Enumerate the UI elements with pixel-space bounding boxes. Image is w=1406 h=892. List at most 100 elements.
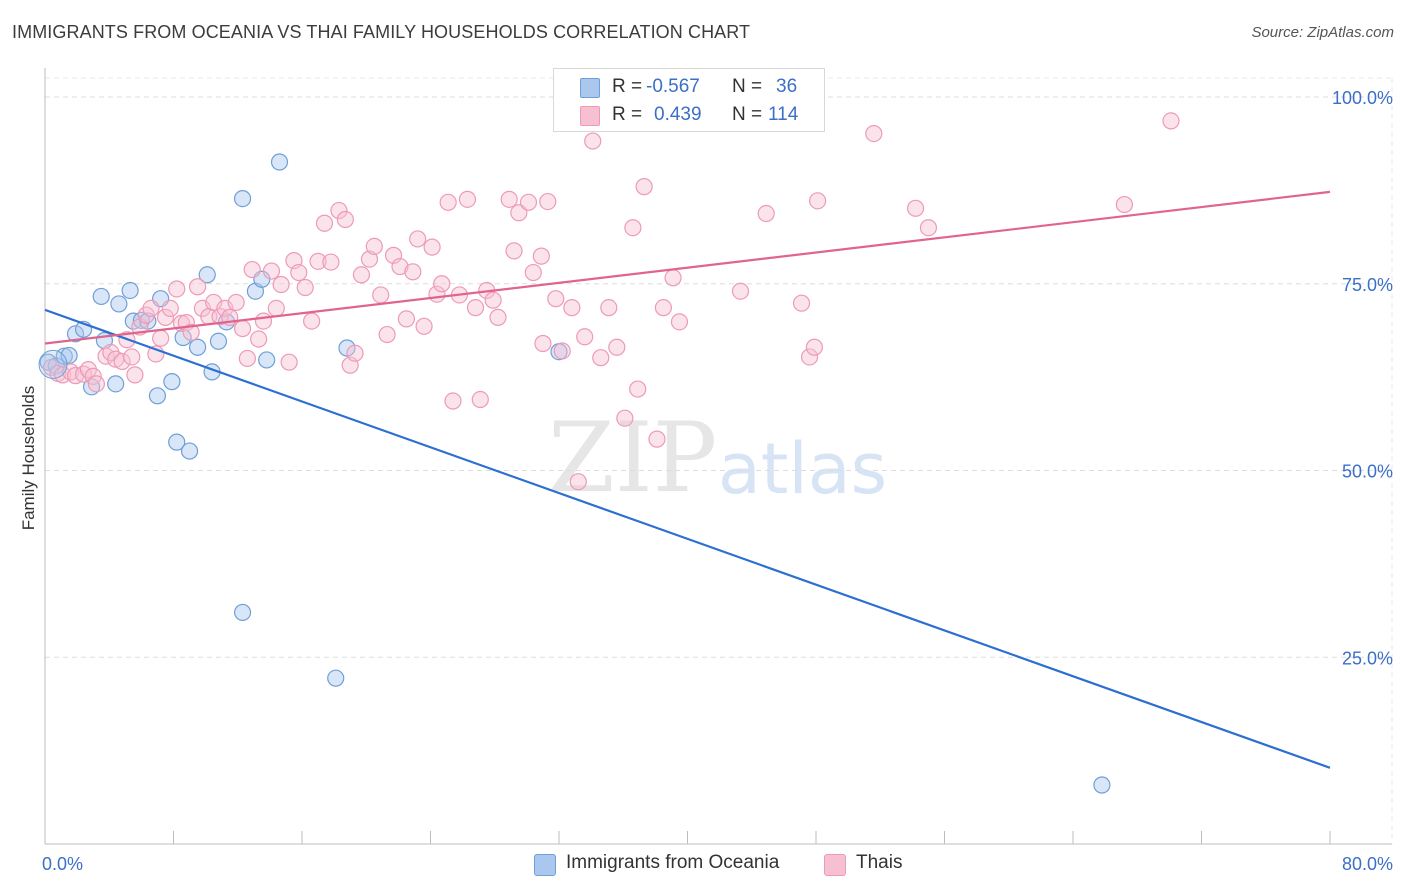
correlation-legend: R = -0.567 N = 36 R = 0.439 N = 114 — [553, 68, 825, 132]
bottom-legend-oceania[interactable]: Immigrants from Oceania — [534, 852, 804, 876]
legend-row-oceania: R = -0.567 N = 36 — [554, 73, 824, 101]
thais-point — [280, 353, 298, 371]
oceania-swatch-icon — [580, 78, 600, 98]
thais-point — [792, 294, 811, 312]
thais-point — [391, 257, 409, 276]
x-tick-label: 0.0% — [42, 854, 83, 874]
thais-point — [519, 193, 538, 211]
thais-point — [569, 473, 587, 491]
oceania-legend-label: Immigrants from Oceania — [566, 852, 780, 873]
thais-point — [397, 310, 416, 328]
thais-point — [372, 286, 390, 304]
thais-point — [731, 282, 750, 300]
thais-point — [142, 299, 160, 318]
thais-point — [809, 192, 827, 210]
thais-point — [378, 325, 396, 344]
oceania-point — [110, 295, 128, 313]
thais-point — [352, 266, 371, 284]
legend-n-value: 36 — [776, 76, 798, 97]
thais-point — [267, 299, 285, 318]
thais-point — [444, 392, 462, 410]
thais-point — [360, 250, 379, 268]
thais-point — [471, 390, 489, 409]
thais-point — [161, 299, 179, 318]
axes — [44, 68, 1392, 845]
thais-point — [1162, 112, 1180, 130]
thais-point — [805, 338, 823, 356]
thais-point — [757, 204, 775, 223]
y-tick-label: 50.0% — [1342, 462, 1393, 482]
thais-point — [919, 219, 938, 237]
thais-trend-line — [44, 190, 1331, 345]
oceania-point — [163, 373, 181, 391]
thais-point — [584, 132, 602, 150]
legend-n-label: N = — [732, 104, 763, 125]
thais-point — [484, 291, 502, 309]
oceania-point — [258, 351, 276, 369]
thais-point — [262, 262, 281, 280]
oceania-point — [66, 325, 85, 343]
thais-point — [600, 299, 618, 317]
thais-point — [188, 278, 207, 296]
bottom-legend-thais[interactable]: Thais — [824, 852, 944, 876]
thais-point — [315, 214, 334, 232]
oceania-point — [327, 669, 345, 687]
thais-point — [365, 237, 383, 255]
oceania-trend-line — [44, 308, 1331, 769]
axis-labels: 100.0% 75.0% 50.0% 25.0% 0.0% 80.0% Family Hou… — [19, 88, 1393, 874]
thais-point — [616, 409, 634, 427]
thais-point — [211, 308, 229, 326]
y-tick-label: 100.0% — [1332, 88, 1393, 108]
thais-point — [243, 260, 261, 279]
oceania-point — [92, 287, 110, 306]
oceania-point — [148, 387, 167, 405]
thais-point — [404, 263, 422, 281]
oceania-legend-icon — [534, 854, 556, 876]
thais-legend-label: Thais — [856, 852, 903, 873]
trend-lines — [44, 190, 1331, 769]
oceania-point — [132, 311, 150, 329]
thais-point — [296, 278, 314, 297]
thais-point — [336, 210, 354, 229]
thais-point — [1115, 195, 1134, 214]
thais-point — [227, 293, 245, 312]
thais-point — [439, 193, 457, 211]
thais-point — [346, 344, 364, 362]
legend-r-value: -0.567 — [646, 76, 700, 97]
thais-point — [670, 313, 689, 331]
thais-point — [534, 334, 552, 353]
thais-point — [290, 263, 308, 282]
thais-point — [409, 230, 427, 248]
thais-point — [532, 247, 550, 265]
y-axis-title: Family Households — [19, 386, 38, 531]
thais-point — [458, 190, 477, 208]
oceania-point — [233, 189, 252, 208]
thais-point — [303, 312, 321, 330]
thais-point — [664, 269, 682, 287]
data-points — [38, 112, 1180, 794]
thais-point — [635, 178, 653, 196]
x-tick-label: 80.0% — [1342, 854, 1393, 874]
thais-point — [309, 252, 327, 270]
thais-point — [553, 342, 571, 360]
oceania-point — [168, 433, 186, 451]
thais-point — [87, 375, 106, 393]
thais-point — [126, 366, 144, 384]
legend-n-value: 114 — [768, 104, 799, 125]
oceania-point — [121, 281, 139, 300]
legend-n-label: N = — [732, 76, 763, 97]
thais-point — [592, 349, 610, 367]
thais-point — [624, 219, 642, 237]
thais-point — [322, 253, 340, 271]
thais-point — [489, 308, 507, 326]
thais-point — [123, 348, 141, 366]
thais-point — [182, 323, 200, 341]
thais-point — [500, 190, 518, 208]
thais-point — [608, 338, 626, 356]
thais-point — [113, 352, 131, 371]
thais-point — [629, 380, 647, 398]
thais-point — [539, 192, 557, 211]
thais-point — [254, 312, 273, 330]
oceania-point — [1093, 776, 1111, 794]
